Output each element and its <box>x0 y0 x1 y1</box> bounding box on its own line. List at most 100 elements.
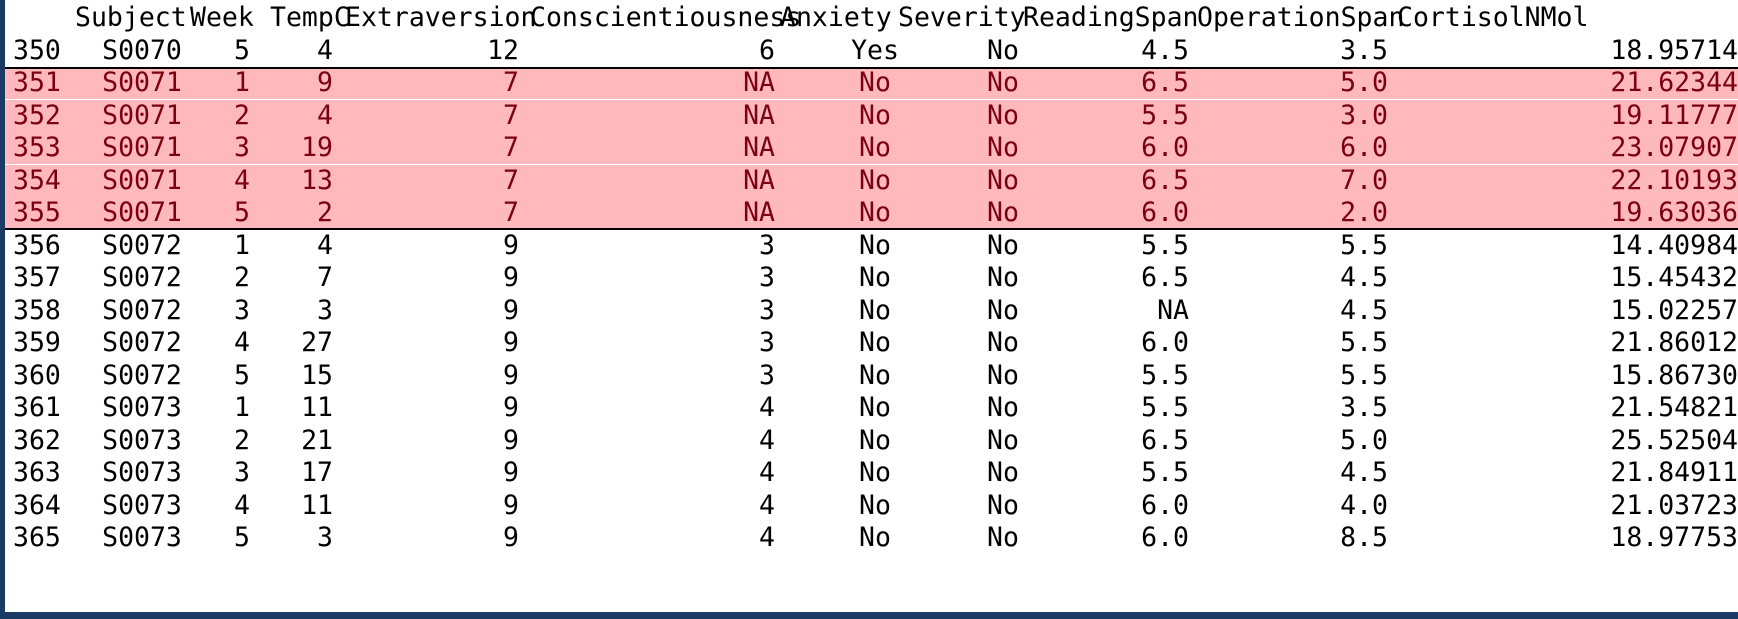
row-index: 363 <box>13 457 61 488</box>
conscientiousness-cell: NA <box>743 99 775 131</box>
row-index: 356 <box>13 229 61 261</box>
severity-cell: No <box>987 294 1019 326</box>
column-header: OperationSpan <box>1197 2 1405 33</box>
extraversion-cell: 9 <box>503 229 519 261</box>
anxiety-cell: No <box>859 262 891 293</box>
conscientiousness-cell: 3 <box>759 294 775 326</box>
readingspan-cell: 4.5 <box>1141 34 1189 66</box>
cortisol-cell: 18.97753 <box>1610 522 1738 553</box>
subject-cell: S0073 <box>102 457 182 488</box>
severity-cell: No <box>987 132 1019 163</box>
extraversion-cell: 7 <box>503 164 519 196</box>
extraversion-cell: 9 <box>503 294 519 326</box>
operationspan-cell: 3.5 <box>1340 34 1388 66</box>
readingspan-cell: NA <box>1157 294 1189 326</box>
column-header: Severity <box>898 2 1026 33</box>
cortisol-cell: 23.07907 <box>1610 132 1738 163</box>
severity-cell: No <box>987 522 1019 553</box>
week-cell: 4 <box>234 327 250 358</box>
table-row: 360 S0072 5 15 9 3 No No 5.5 5.5 15.86730 <box>5 360 1738 392</box>
anxiety-cell: No <box>859 457 891 488</box>
table-row: 351 S0071 1 9 7 NA No No 6.5 5.0 21.62344 <box>5 67 1738 99</box>
extraversion-cell: 9 <box>503 359 519 391</box>
conscientiousness-cell: NA <box>743 197 775 228</box>
conscientiousness-cell: 4 <box>759 522 775 553</box>
extraversion-cell: 7 <box>503 132 519 163</box>
subject-cell: S0072 <box>102 359 182 391</box>
column-header: Conscientiousness <box>530 2 802 33</box>
conscientiousness-cell: NA <box>743 67 775 98</box>
operationspan-cell: 4.0 <box>1340 489 1388 521</box>
anxiety-cell: No <box>859 229 891 261</box>
cortisol-cell: 15.02257 <box>1610 294 1738 326</box>
operationspan-cell: 3.5 <box>1340 392 1388 423</box>
subject-cell: S0071 <box>102 197 182 228</box>
cortisol-cell: 21.54821 <box>1610 392 1738 423</box>
row-index: 364 <box>13 489 61 521</box>
tempc-cell: 15 <box>301 359 333 391</box>
conscientiousness-cell: 6 <box>759 34 775 66</box>
week-cell: 5 <box>234 34 250 66</box>
cortisol-cell: 25.52504 <box>1610 424 1738 456</box>
severity-cell: No <box>987 262 1019 293</box>
conscientiousness-cell: 4 <box>759 392 775 423</box>
subject-cell: S0072 <box>102 229 182 261</box>
readingspan-cell: 6.0 <box>1141 522 1189 553</box>
row-index: 352 <box>13 99 61 131</box>
row-index: 362 <box>13 424 61 456</box>
cortisol-cell: 22.10193 <box>1610 164 1738 196</box>
anxiety-cell: No <box>859 164 891 196</box>
anxiety-cell: No <box>859 197 891 228</box>
cortisol-cell: 14.40984 <box>1610 229 1738 261</box>
cortisol-cell: 19.11777 <box>1610 99 1738 131</box>
table-row: 354 S0071 4 13 7 NA No No 6.5 7.0 22.10193 <box>5 164 1738 197</box>
week-cell: 1 <box>234 67 250 98</box>
subject-cell: S0071 <box>102 132 182 163</box>
conscientiousness-cell: 3 <box>759 262 775 293</box>
column-header: TempC <box>270 2 350 33</box>
operationspan-cell: 5.5 <box>1340 229 1388 261</box>
operationspan-cell: 5.0 <box>1340 67 1388 98</box>
readingspan-cell: 6.5 <box>1141 262 1189 293</box>
week-cell: 1 <box>234 392 250 423</box>
tempc-cell: 13 <box>301 164 333 196</box>
row-index: 358 <box>13 294 61 326</box>
readingspan-cell: 5.5 <box>1141 392 1189 423</box>
severity-cell: No <box>987 392 1019 423</box>
table-row: 364 S0073 4 11 9 4 No No 6.0 4.0 21.03723 <box>5 490 1738 522</box>
operationspan-cell: 7.0 <box>1340 164 1388 196</box>
row-index: 360 <box>13 359 61 391</box>
readingspan-cell: 6.0 <box>1141 197 1189 228</box>
column-header: Extraversion <box>345 2 537 33</box>
subject-cell: S0070 <box>102 34 182 66</box>
week-cell: 4 <box>234 164 250 196</box>
week-cell: 5 <box>234 197 250 228</box>
week-cell: 3 <box>234 457 250 488</box>
operationspan-cell: 3.0 <box>1340 99 1388 131</box>
tempc-cell: 11 <box>301 489 333 521</box>
subject-cell: S0073 <box>102 522 182 553</box>
cortisol-cell: 19.63036 <box>1610 197 1738 228</box>
cortisol-cell: 21.62344 <box>1610 67 1738 98</box>
readingspan-cell: 5.5 <box>1141 229 1189 261</box>
readingspan-cell: 5.5 <box>1141 359 1189 391</box>
row-index: 365 <box>13 522 61 553</box>
week-cell: 1 <box>234 229 250 261</box>
extraversion-cell: 9 <box>503 392 519 423</box>
row-index: 353 <box>13 132 61 163</box>
operationspan-cell: 2.0 <box>1340 197 1388 228</box>
severity-cell: No <box>987 197 1019 228</box>
severity-cell: No <box>987 34 1019 66</box>
extraversion-cell: 7 <box>503 197 519 228</box>
conscientiousness-cell: 3 <box>759 327 775 358</box>
tempc-cell: 9 <box>317 67 333 98</box>
row-index: 359 <box>13 327 61 358</box>
severity-cell: No <box>987 99 1019 131</box>
anxiety-cell: No <box>859 294 891 326</box>
row-index: 351 <box>13 67 61 98</box>
anxiety-cell: No <box>859 327 891 358</box>
anxiety-cell: Yes <box>851 34 899 66</box>
severity-cell: No <box>987 164 1019 196</box>
extraversion-cell: 7 <box>503 99 519 131</box>
conscientiousness-cell: 3 <box>759 359 775 391</box>
